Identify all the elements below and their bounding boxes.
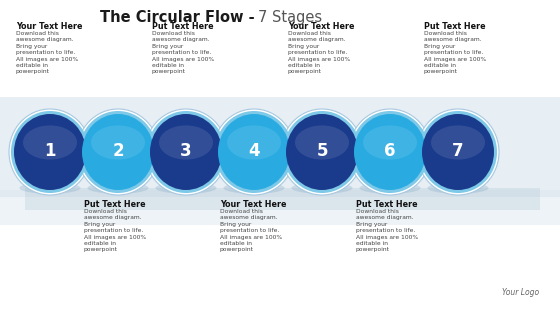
- Text: 5: 5: [316, 142, 328, 160]
- Text: Download this
awesome diagram.
Bring your
presentation to life.
All images are 1: Download this awesome diagram. Bring you…: [220, 209, 282, 252]
- Ellipse shape: [9, 109, 91, 195]
- Ellipse shape: [349, 109, 431, 195]
- FancyBboxPatch shape: [25, 188, 540, 210]
- Text: 2: 2: [112, 142, 124, 160]
- Ellipse shape: [156, 182, 217, 194]
- Text: Your Text Here: Your Text Here: [16, 22, 82, 31]
- Ellipse shape: [79, 111, 157, 193]
- Text: Put Text Here: Put Text Here: [424, 22, 486, 31]
- Ellipse shape: [431, 125, 485, 160]
- Text: Download this
awesome diagram.
Bring your
presentation to life.
All images are 1: Download this awesome diagram. Bring you…: [16, 31, 78, 74]
- Ellipse shape: [159, 125, 213, 160]
- Ellipse shape: [283, 111, 361, 193]
- Ellipse shape: [281, 109, 363, 195]
- Text: Your Text Here: Your Text Here: [288, 22, 354, 31]
- Ellipse shape: [223, 182, 284, 194]
- Ellipse shape: [87, 182, 148, 194]
- Ellipse shape: [145, 109, 227, 195]
- Text: Your Logo: Your Logo: [502, 288, 539, 297]
- Text: Download this
awesome diagram.
Bring your
presentation to life.
All images are 1: Download this awesome diagram. Bring you…: [152, 31, 214, 74]
- Ellipse shape: [82, 114, 154, 190]
- Ellipse shape: [213, 109, 295, 195]
- Text: Download this
awesome diagram.
Bring your
presentation to life.
All images are 1: Download this awesome diagram. Bring you…: [288, 31, 350, 74]
- Text: Your Text Here: Your Text Here: [220, 200, 287, 209]
- Text: Download this
awesome diagram.
Bring your
presentation to life.
All images are 1: Download this awesome diagram. Bring you…: [356, 209, 418, 252]
- Ellipse shape: [295, 125, 349, 160]
- Ellipse shape: [363, 125, 417, 160]
- Text: Put Text Here: Put Text Here: [84, 200, 146, 209]
- Ellipse shape: [91, 125, 145, 160]
- Text: 7 Stages: 7 Stages: [258, 10, 322, 25]
- Ellipse shape: [215, 111, 293, 193]
- Text: Download this
awesome diagram.
Bring your
presentation to life.
All images are 1: Download this awesome diagram. Bring you…: [84, 209, 146, 252]
- Ellipse shape: [23, 125, 77, 160]
- Ellipse shape: [147, 111, 225, 193]
- Ellipse shape: [354, 114, 426, 190]
- Ellipse shape: [227, 125, 281, 160]
- Ellipse shape: [11, 111, 89, 193]
- Ellipse shape: [286, 114, 358, 190]
- Ellipse shape: [291, 182, 353, 194]
- Text: The Circular Flow -: The Circular Flow -: [100, 10, 260, 25]
- Ellipse shape: [351, 111, 429, 193]
- FancyBboxPatch shape: [0, 97, 560, 197]
- Ellipse shape: [419, 111, 497, 193]
- Ellipse shape: [417, 109, 499, 195]
- Ellipse shape: [427, 182, 488, 194]
- Ellipse shape: [422, 114, 494, 190]
- FancyBboxPatch shape: [0, 190, 560, 225]
- Text: Put Text Here: Put Text Here: [356, 200, 418, 209]
- Ellipse shape: [150, 114, 222, 190]
- Text: Download this
awesome diagram.
Bring your
presentation to life.
All images are 1: Download this awesome diagram. Bring you…: [424, 31, 486, 74]
- Text: 6: 6: [384, 142, 396, 160]
- Text: 3: 3: [180, 142, 192, 160]
- Ellipse shape: [14, 114, 86, 190]
- Ellipse shape: [77, 109, 159, 195]
- Ellipse shape: [20, 182, 81, 194]
- Text: 7: 7: [452, 142, 464, 160]
- Text: 1: 1: [44, 142, 56, 160]
- Text: Put Text Here: Put Text Here: [152, 22, 213, 31]
- Ellipse shape: [218, 114, 290, 190]
- Ellipse shape: [360, 182, 421, 194]
- Text: 4: 4: [248, 142, 260, 160]
